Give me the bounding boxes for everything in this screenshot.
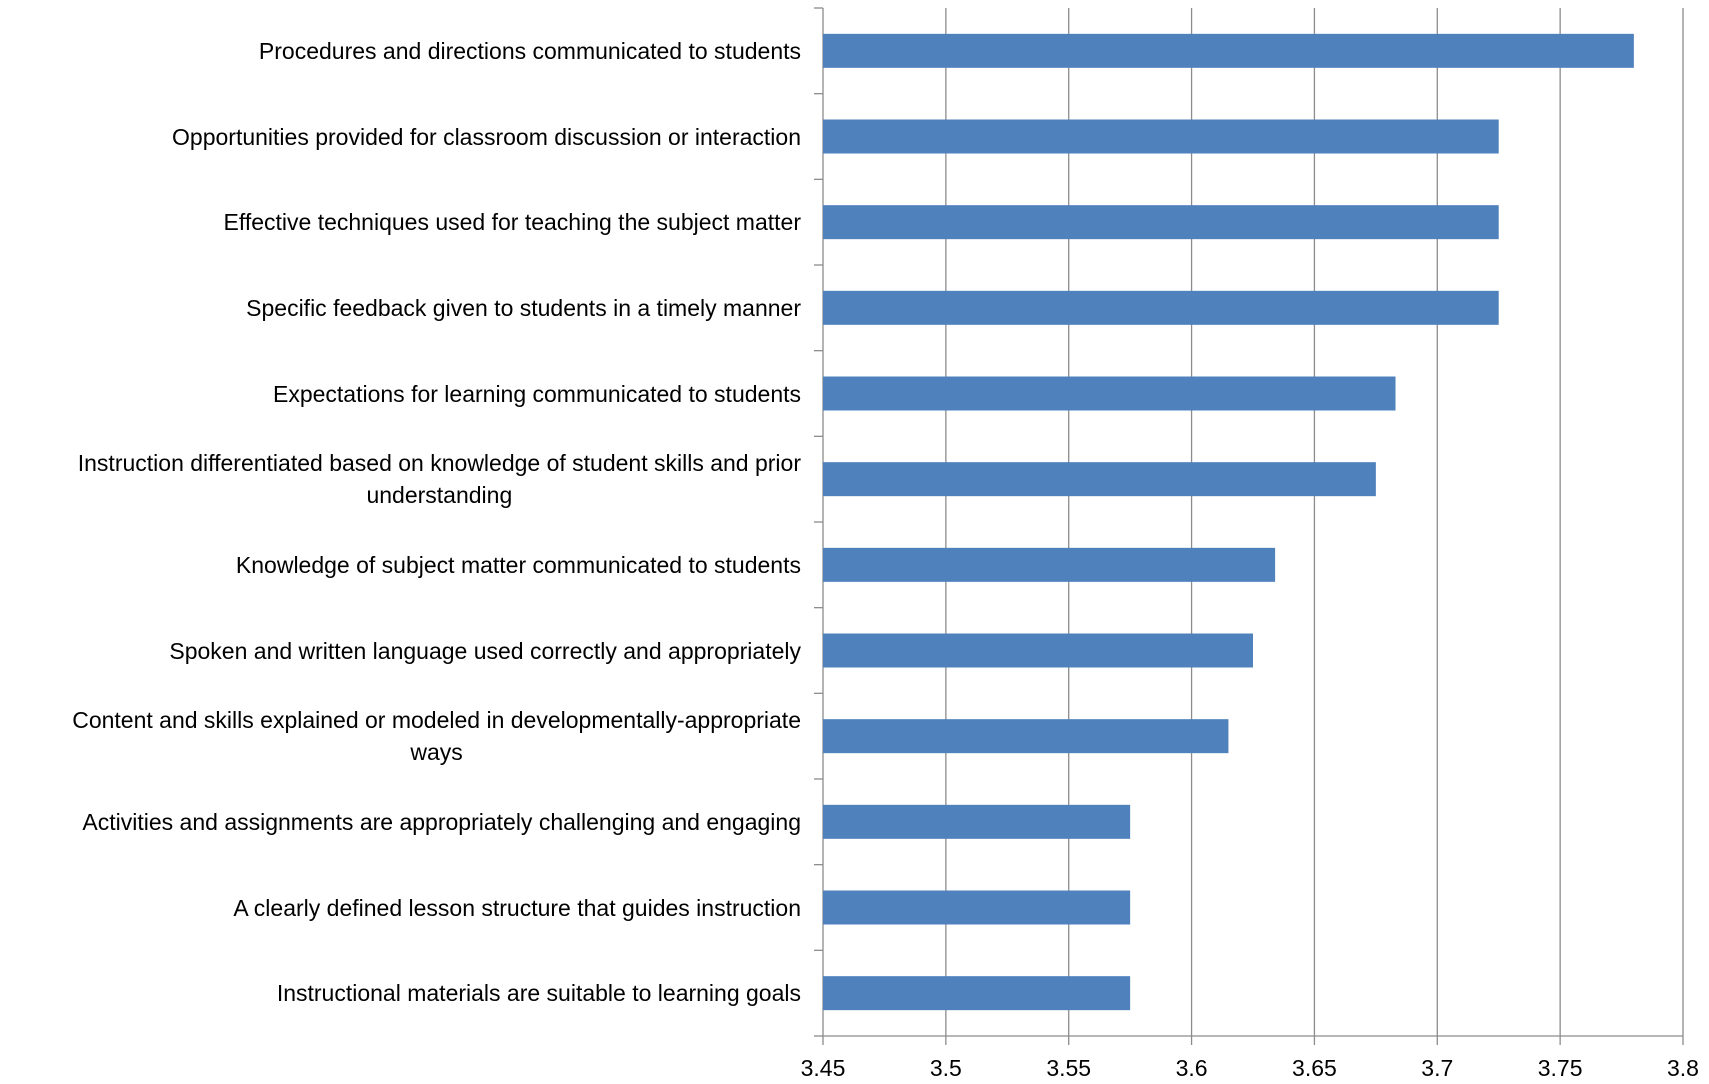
category-label: Knowledge of subject matter communicated… — [0, 549, 801, 581]
bar — [823, 205, 1499, 240]
bar — [823, 890, 1131, 925]
category-label: A clearly defined lesson structure that … — [0, 892, 801, 924]
category-label: Procedures and directions communicated t… — [0, 35, 801, 67]
x-tick-label: 3.5 — [930, 1055, 962, 1081]
category-label: Instruction differentiated based on know… — [0, 447, 801, 511]
x-tick-label: 3.65 — [1292, 1055, 1337, 1081]
bar — [823, 547, 1276, 582]
x-tick-label: 3.55 — [1046, 1055, 1091, 1081]
bar — [823, 633, 1253, 668]
x-tick-label: 3.75 — [1538, 1055, 1583, 1081]
bar — [823, 462, 1376, 497]
category-label-line: Effective techniques used for teaching t… — [223, 209, 801, 236]
category-label: Expectations for learning communicated t… — [0, 378, 801, 410]
bar — [823, 976, 1131, 1011]
category-label: Opportunities provided for classroom dis… — [0, 121, 801, 153]
category-label: Content and skills explained or modeled … — [0, 704, 801, 768]
category-label-line: Activities and assignments are appropria… — [82, 808, 801, 835]
category-label: Spoken and written language used correct… — [0, 635, 801, 667]
category-label: Activities and assignments are appropria… — [0, 806, 801, 838]
category-label-line: Knowledge of subject matter communicated… — [235, 551, 801, 578]
bar — [823, 376, 1396, 411]
bar — [823, 119, 1499, 154]
category-label: Effective techniques used for teaching t… — [0, 206, 801, 238]
category-label-line: Expectations for learning communicated t… — [272, 380, 801, 407]
category-label-line: understanding — [366, 482, 513, 509]
x-tick-label: 3.7 — [1421, 1055, 1453, 1081]
category-label-line: Opportunities provided for classroom dis… — [172, 123, 801, 150]
bar — [823, 719, 1229, 754]
category-label-line: Spoken and written language used correct… — [169, 637, 801, 664]
bar — [823, 290, 1499, 325]
bar — [823, 804, 1131, 839]
category-label: Specific feedback given to students in a… — [0, 292, 801, 324]
category-label-line: Instruction differentiated based on know… — [77, 450, 801, 477]
x-tick-label: 3.6 — [1176, 1055, 1208, 1081]
category-label-line: ways — [410, 739, 463, 766]
category-label: Instructional materials are suitable to … — [0, 977, 801, 1009]
category-label-line: Content and skills explained or modeled … — [72, 707, 801, 734]
category-label-line: A clearly defined lesson structure that … — [233, 894, 801, 921]
category-label-line: Instructional materials are suitable to … — [276, 980, 801, 1007]
bar — [823, 33, 1634, 68]
x-tick-label: 3.8 — [1667, 1055, 1699, 1081]
x-tick-label: 3.45 — [801, 1055, 846, 1081]
category-label-line: Specific feedback given to students in a… — [246, 294, 801, 321]
category-label-line: Procedures and directions communicated t… — [258, 37, 801, 64]
